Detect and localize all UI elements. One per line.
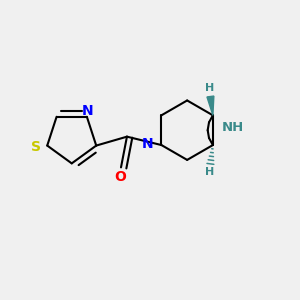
Text: O: O — [114, 170, 126, 184]
Text: H: H — [205, 83, 214, 93]
Text: N: N — [142, 137, 153, 151]
Text: NH: NH — [221, 121, 244, 134]
Text: H: H — [205, 167, 214, 177]
Text: S: S — [31, 140, 41, 154]
Polygon shape — [207, 96, 214, 115]
Text: N: N — [82, 104, 94, 118]
